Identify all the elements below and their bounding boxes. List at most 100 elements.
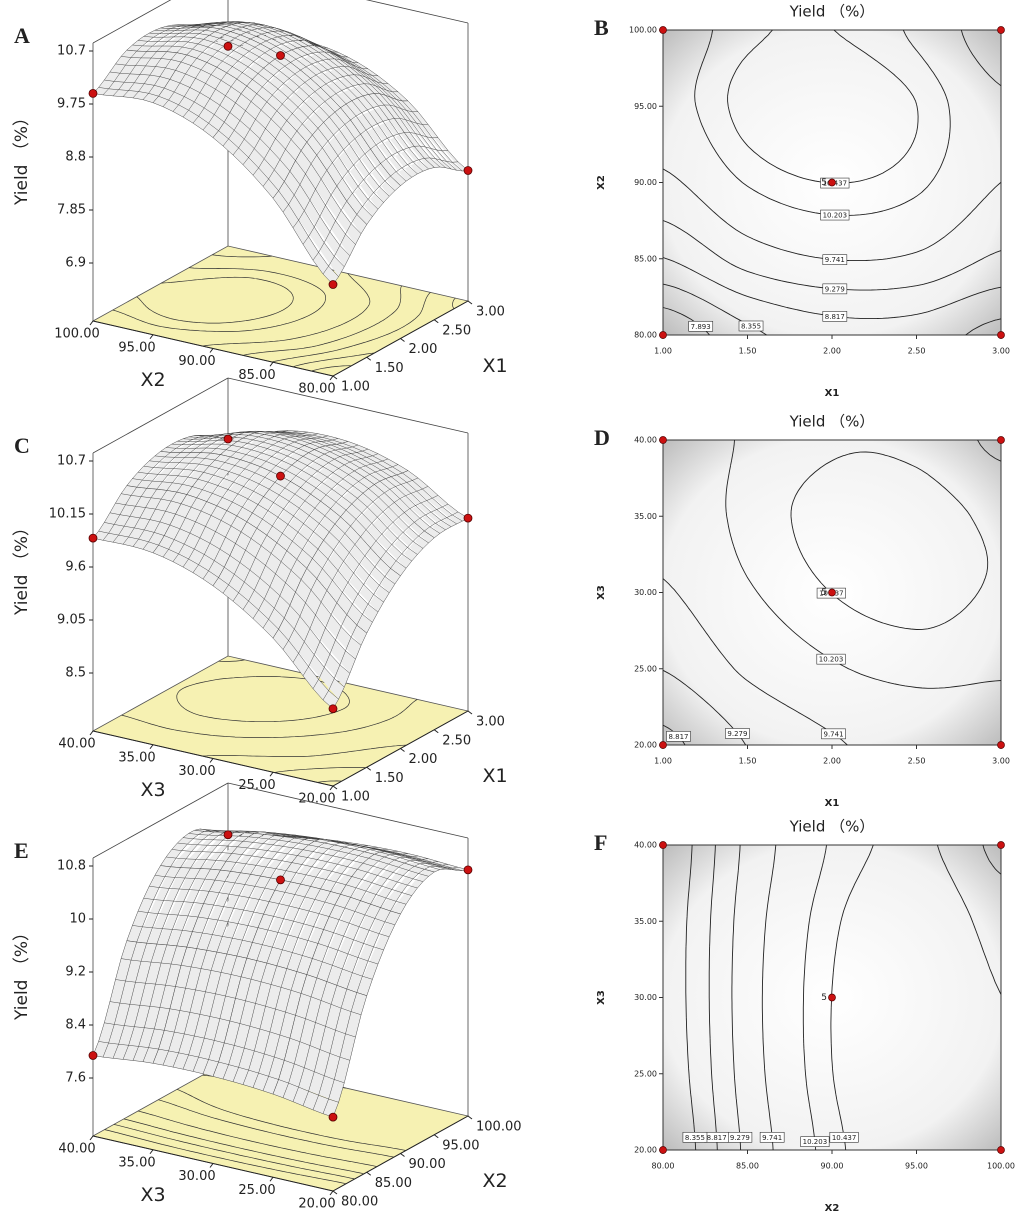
surface-cell <box>246 55 341 143</box>
floor-contour <box>113 1124 355 1180</box>
y-tick-label: 80.00 <box>298 382 335 397</box>
surface-cell <box>152 54 248 138</box>
y-tick-label: 20.00 <box>298 792 335 807</box>
floor-contour <box>311 365 352 372</box>
surface-cell <box>246 475 341 569</box>
panel-letter: C <box>14 433 30 458</box>
design-point <box>223 434 233 444</box>
contour-label: 10.203 <box>819 656 844 664</box>
floor-contour <box>202 254 371 347</box>
contour-line <box>761 844 777 1151</box>
y-tick-label: 40.00 <box>634 436 657 445</box>
y-tick-label: 30.00 <box>634 993 657 1002</box>
y-tick-label: 40.00 <box>58 1142 95 1157</box>
x-tick-label: 80.00 <box>341 1195 378 1210</box>
surface-cell <box>126 26 221 56</box>
chart-title: Yield （%） <box>789 818 875 836</box>
panel: D Yield （%） 1.00 1.50 2.00 2.50 3.00 20.00 25.00… <box>594 413 1010 810</box>
contour-line <box>662 578 848 746</box>
box-edge <box>92 0 172 44</box>
contour-label: 9.279 <box>825 285 845 293</box>
surface-cell <box>152 946 248 1077</box>
y-tick-label: 30.00 <box>178 1169 215 1184</box>
y-tick-label: 25.00 <box>634 1069 657 1078</box>
contour-label-box <box>820 209 850 221</box>
surface-cell <box>220 22 315 56</box>
surface-cell <box>340 93 435 186</box>
x-tick <box>366 356 372 361</box>
design-point <box>659 26 667 34</box>
z-axis-label: Yield （%） <box>12 109 32 206</box>
surface-cell <box>306 516 401 634</box>
x-tick-label: 85.00 <box>375 1176 412 1191</box>
floor-contour <box>271 292 431 363</box>
surface-cell <box>340 484 435 577</box>
surface-cell <box>220 833 315 881</box>
design-point <box>659 741 667 749</box>
y-tick <box>269 361 274 367</box>
x-tick <box>433 1134 439 1139</box>
x-tick-label: 2.50 <box>442 323 471 338</box>
y-tick <box>209 348 214 353</box>
x-tick-label: 2.00 <box>823 757 841 766</box>
chart-title: Yield （%） <box>789 413 875 431</box>
design-point <box>88 1051 98 1060</box>
contour-label: 10.203 <box>803 1138 828 1146</box>
x-tick-label: 1.00 <box>341 790 370 805</box>
surface-cell <box>280 840 375 895</box>
y-tick-label: 100.00 <box>629 26 657 35</box>
x-tick-label: 2.50 <box>908 347 926 356</box>
panel-letter: B <box>594 15 609 40</box>
x-tick <box>467 300 473 305</box>
box-edge <box>227 782 469 839</box>
design-point <box>328 704 338 714</box>
contour-label-box <box>822 311 848 322</box>
surface-cell <box>160 830 255 871</box>
surface-cell <box>160 21 255 30</box>
surface-cell <box>212 521 308 639</box>
x-tick-label: 2.00 <box>409 342 438 357</box>
z-tick-label: 8.4 <box>65 1018 86 1033</box>
panel: E 7.6 8.4 9.2 10 10.8 80.00 85.00 90.00 95.00 100.… <box>12 782 522 1212</box>
floor-contour <box>121 659 418 738</box>
floor-contour <box>176 676 350 723</box>
x-tick-label: 3.00 <box>476 305 505 320</box>
floor-contour <box>112 267 327 332</box>
design-point <box>328 280 338 289</box>
design-point <box>659 436 667 444</box>
x-tick-label: 2.50 <box>908 757 926 766</box>
surface-cell <box>126 451 221 495</box>
panel: C 8.5 9.05 9.6 10.15 10.7 1.00 1.50 2.00 2.50 3.00… <box>12 377 508 807</box>
contour-label-box <box>816 653 846 665</box>
floor-contour <box>137 1110 378 1167</box>
design-point <box>997 331 1005 339</box>
surface-cell <box>92 940 188 1064</box>
x-tick-label: 3.00 <box>992 347 1010 356</box>
x-tick <box>433 729 439 734</box>
x-tick <box>433 319 439 324</box>
contour-line <box>830 844 1002 1151</box>
x-tick-label: 100.00 <box>476 1120 522 1135</box>
design-point <box>659 331 667 339</box>
x-tick <box>400 748 405 752</box>
y-tick-label: 100.00 <box>54 327 100 342</box>
contour-label: 10.203 <box>823 212 848 220</box>
z-tick-label: 10.8 <box>57 859 86 874</box>
box-edge <box>365 0 469 24</box>
contour-label-box <box>800 1136 830 1147</box>
design-point <box>997 841 1005 849</box>
x-tick-label: 95.00 <box>442 1138 479 1153</box>
contour-label: 9.279 <box>730 1134 750 1142</box>
contour-label: 8.817 <box>825 313 845 321</box>
z-tick-label: 8.5 <box>65 666 86 681</box>
y-tick <box>89 730 94 736</box>
y-tick <box>89 1135 94 1141</box>
contour-label: 8.355 <box>685 1134 705 1142</box>
panel: F Yield （%） 80.00 85.00 90.00 95.00 100.00 20.0… <box>594 818 1015 1215</box>
z-tick-label: 10 <box>69 912 86 927</box>
y-tick-label: 35.00 <box>634 512 657 521</box>
contour-label: 8.817 <box>668 733 688 741</box>
design-point <box>328 1112 338 1122</box>
y-axis-label: X3 <box>596 585 607 600</box>
design-point <box>463 513 473 523</box>
